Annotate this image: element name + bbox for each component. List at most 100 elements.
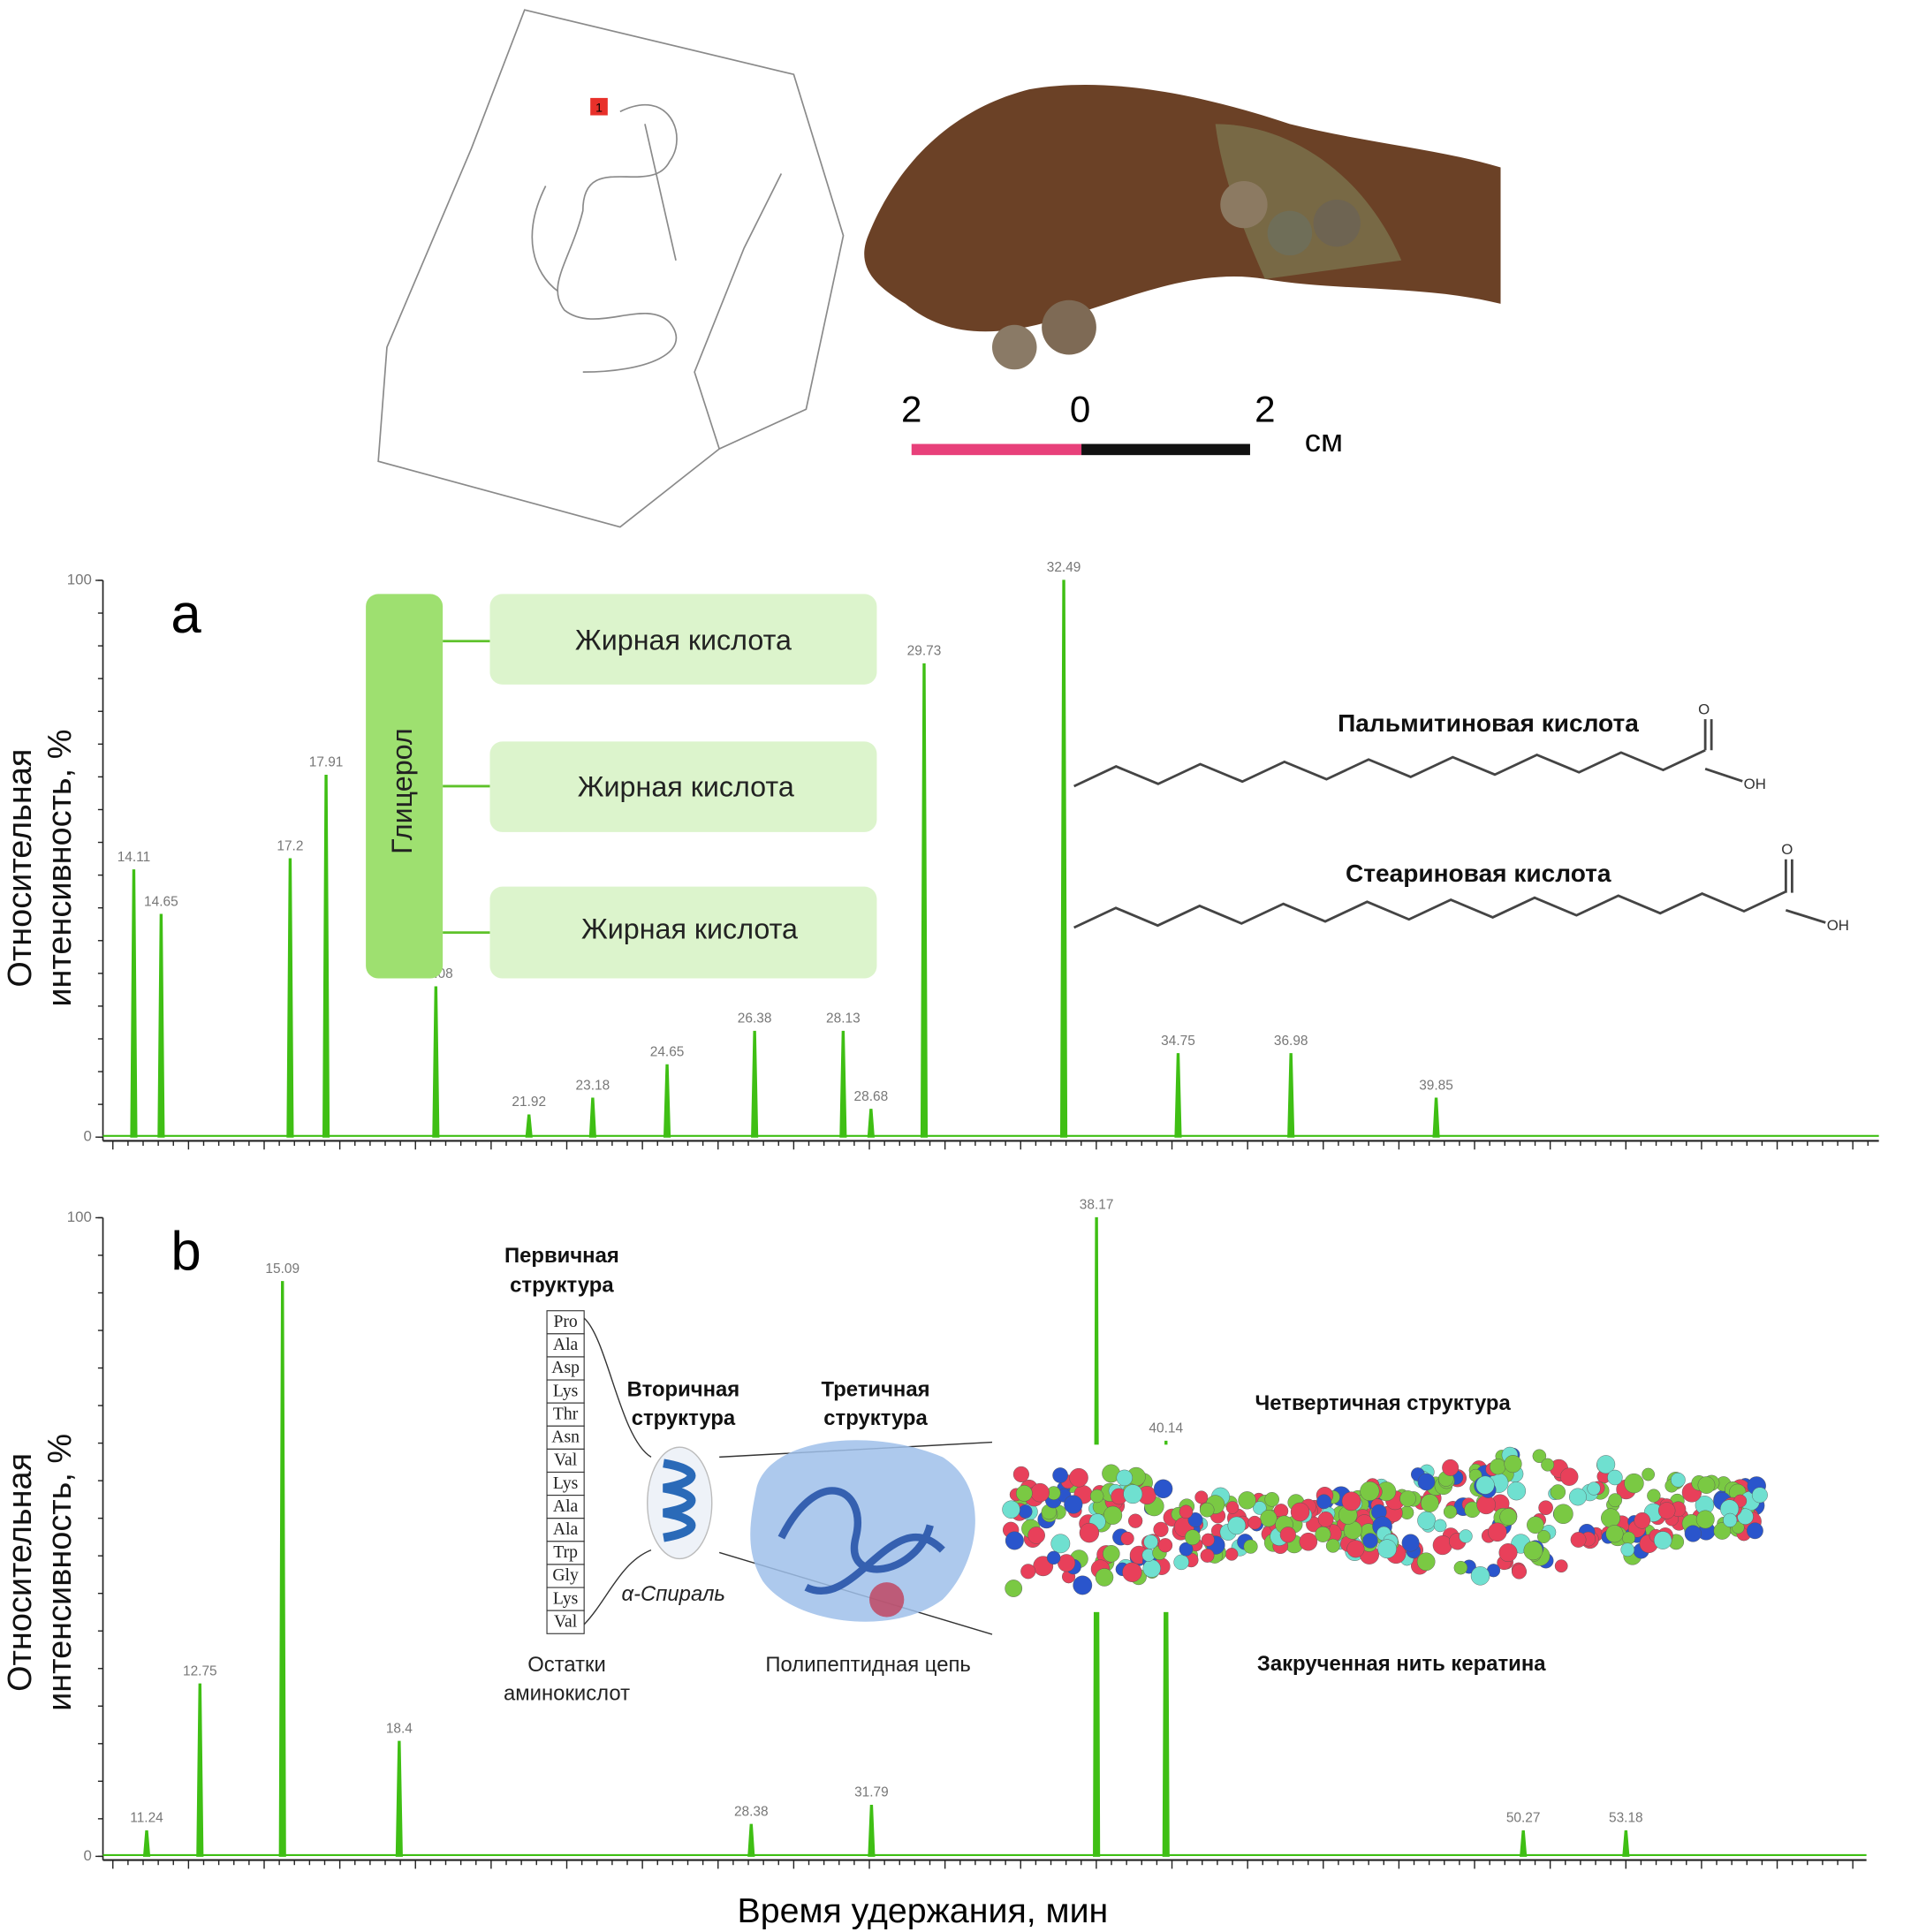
diagram-a: Глицерол Жирная кислота Жирная кислота Ж… (366, 594, 1863, 979)
y-axis-label: интенсивность, % (42, 730, 79, 1007)
peak-label: 12.75 (183, 1663, 217, 1678)
atom-label: O (1781, 841, 1793, 858)
burial-drawing (377, 9, 845, 528)
residue-cell (546, 1379, 585, 1404)
atom-sphere (1624, 1473, 1644, 1494)
atom-sphere (1459, 1529, 1473, 1543)
residue-cell (546, 1541, 585, 1565)
peak-label: 24.65 (650, 1044, 685, 1059)
atom-sphere (1095, 1568, 1114, 1587)
atom-sphere (1290, 1502, 1310, 1522)
peak-label: 36.98 (1274, 1034, 1308, 1049)
peak-label: 28.68 (854, 1089, 889, 1104)
peak-label: 15.09 (265, 1261, 300, 1277)
helix-label: α-Спираль (621, 1582, 724, 1606)
leader (583, 1549, 652, 1625)
bead (1313, 199, 1361, 247)
peak (1432, 1097, 1440, 1138)
atom-sphere (1012, 1466, 1029, 1482)
residues-caption: аминокислот (504, 1682, 630, 1706)
scale-bar-black (1081, 443, 1250, 456)
atom-sphere (1020, 1564, 1036, 1580)
atom-sphere (1713, 1522, 1732, 1540)
residue: Lys (553, 1474, 578, 1493)
atom-sphere (1634, 1512, 1651, 1529)
acid-name: Пальмитиновая кислота (1338, 709, 1639, 737)
skeleton (531, 104, 678, 373)
atom-sphere (1015, 1485, 1033, 1502)
atom-sphere (1299, 1532, 1318, 1551)
atom-sphere (1127, 1513, 1143, 1528)
peak (1520, 1830, 1528, 1857)
peak-label: 32.49 (1047, 560, 1081, 575)
y-tick-label: 0 (84, 1847, 92, 1864)
atom-sphere (1541, 1458, 1555, 1472)
atom-sphere (1605, 1525, 1624, 1543)
leader (583, 1317, 652, 1458)
stearic-chain (1073, 859, 1826, 929)
atom-sphere (1432, 1535, 1452, 1556)
scale-label: 2 (1255, 388, 1275, 429)
atom-sphere (1002, 1500, 1020, 1519)
fatty-acid-label: Жирная кислота (578, 770, 794, 802)
atom-sphere (1490, 1458, 1506, 1475)
atom-sphere (1642, 1467, 1655, 1481)
atom-sphere (1089, 1489, 1104, 1504)
atom-sphere (1553, 1504, 1573, 1525)
residue: Gly (552, 1565, 579, 1585)
residue: Val (554, 1611, 578, 1631)
atom-sphere (1647, 1489, 1661, 1503)
atom-sphere (1538, 1500, 1553, 1516)
atom-sphere (1187, 1512, 1203, 1527)
atom-sphere (1653, 1531, 1672, 1549)
atom-sphere (1227, 1516, 1247, 1535)
residue-cell (546, 1402, 585, 1427)
atom-sphere (1622, 1531, 1635, 1545)
atom-sphere (1499, 1508, 1518, 1526)
residue: Lys (553, 1588, 578, 1608)
atom-sphere (1550, 1484, 1566, 1500)
helix-surface (647, 1446, 713, 1560)
atom-sphere (1238, 1491, 1256, 1510)
atom-sphere (1317, 1512, 1334, 1527)
atom-sphere (1695, 1510, 1715, 1529)
protein-site (869, 1582, 905, 1618)
secondary-title: Вторичная (627, 1378, 740, 1402)
atom-sphere (1620, 1542, 1635, 1557)
glycerol-box (366, 594, 444, 979)
bead (1042, 299, 1096, 355)
atom-sphere (1073, 1575, 1093, 1595)
atom-sphere (1596, 1455, 1616, 1474)
atom-sphere (1506, 1481, 1527, 1501)
peak-label: 34.75 (1161, 1034, 1195, 1049)
panel-letter: a (171, 584, 201, 645)
residue: Asn (551, 1428, 580, 1447)
atom-sphere (1554, 1559, 1568, 1573)
atom-sphere (1737, 1508, 1754, 1525)
secondary-title: структура (632, 1406, 736, 1430)
textile (864, 84, 1501, 332)
glycerol-label: Глицерол (386, 728, 418, 854)
atom-sphere (1601, 1508, 1621, 1528)
atom-sphere (1417, 1511, 1437, 1530)
atom-sphere (1417, 1473, 1436, 1491)
atom-sphere (1253, 1501, 1267, 1515)
peak (1174, 1053, 1182, 1138)
atom-label: O (1698, 701, 1710, 718)
atom-sphere (1433, 1519, 1447, 1533)
chain-label: Полипептидная цепь (765, 1653, 970, 1677)
residue-cell (546, 1471, 585, 1496)
atom-sphere (1185, 1529, 1201, 1546)
atom-sphere (1360, 1481, 1380, 1501)
charts: 010014.1114.6517.217.9120.0821.9223.1824… (2, 560, 1879, 1930)
peak (130, 869, 138, 1138)
scale-label: 0 (1070, 388, 1090, 429)
atom-sphere (1532, 1449, 1547, 1464)
atom-sphere (1243, 1539, 1258, 1554)
bead (991, 324, 1037, 370)
tertiary-title: структура (823, 1406, 928, 1430)
atom-sphere (1018, 1504, 1033, 1519)
atom-sphere (1194, 1490, 1209, 1504)
peak-label: 53.18 (1609, 1811, 1643, 1826)
primary-title: структура (510, 1274, 614, 1298)
